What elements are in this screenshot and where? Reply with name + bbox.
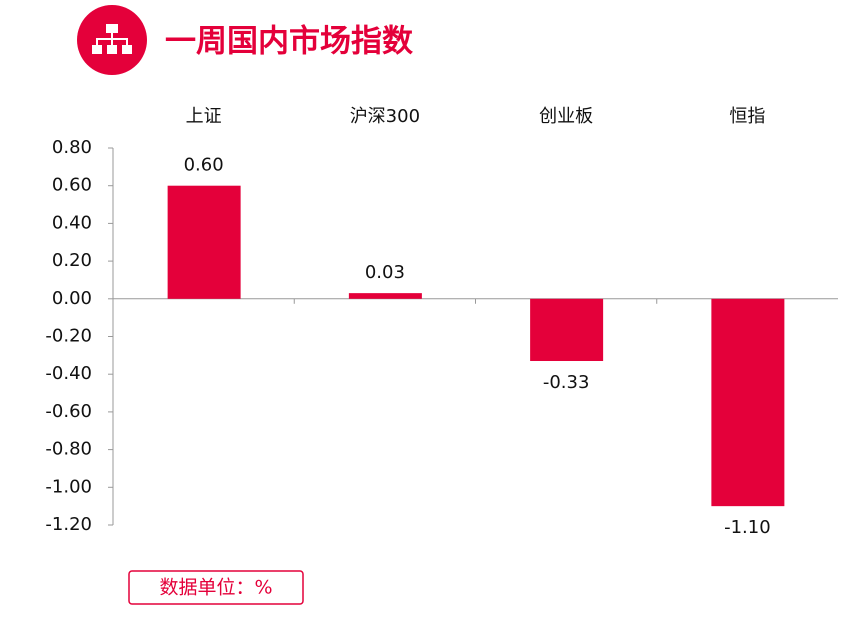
chart-title: 一周国内市场指数 <box>165 24 413 60</box>
annotation: 数据单位：% <box>159 577 272 599</box>
y-tick-label: 0.40 <box>52 212 92 233</box>
y-tick-label: 0.20 <box>52 250 92 271</box>
bar <box>167 185 241 299</box>
y-tick-label: -0.60 <box>45 401 92 422</box>
title-icon <box>77 5 147 75</box>
x-tick-label: 创业板 <box>539 106 593 127</box>
bar <box>348 293 422 299</box>
y-tick-label: 0.00 <box>52 288 92 309</box>
y-tick-label: -1.20 <box>45 514 92 535</box>
y-tick-label: -1.00 <box>45 476 92 497</box>
annotation-box <box>128 570 304 605</box>
value-label: -0.33 <box>543 372 590 393</box>
y-tick-label: -0.20 <box>45 326 92 347</box>
bar <box>530 298 604 362</box>
y-tick-label: -0.80 <box>45 439 92 460</box>
bar <box>711 298 785 507</box>
y-tick-label: -0.40 <box>45 363 92 384</box>
x-tick-label: 恒指 <box>729 106 765 127</box>
y-tick-label: 0.60 <box>52 175 92 196</box>
value-label: 0.03 <box>365 262 405 283</box>
x-tick-label: 沪深300 <box>350 106 420 127</box>
value-label: 0.60 <box>184 155 224 176</box>
x-tick-label: 上证 <box>186 106 222 127</box>
value-label: -1.10 <box>724 517 771 538</box>
y-tick-label: 0.80 <box>52 137 92 158</box>
